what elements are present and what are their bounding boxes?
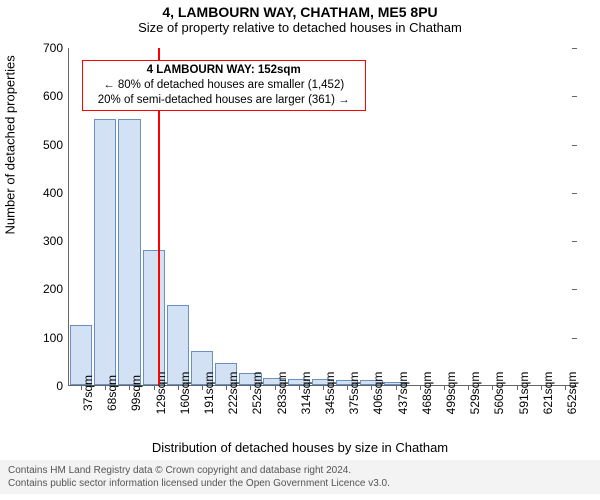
- x-tick-label: 129sqm: [154, 368, 168, 415]
- footer-attribution: Contains HM Land Registry data © Crown c…: [0, 460, 600, 494]
- annotation-line-2: ← 80% of detached houses are smaller (1,…: [87, 78, 361, 93]
- x-tick-label: 345sqm: [323, 368, 337, 415]
- x-tick-label: 160sqm: [178, 368, 192, 415]
- y-tick-label: 300: [43, 234, 69, 248]
- annotation-line-3: 20% of semi-detached houses are larger (…: [87, 93, 361, 108]
- x-tick-label: 621sqm: [541, 368, 555, 415]
- annotation-line-1: 4 LAMBOURN WAY: 152sqm: [87, 63, 361, 78]
- y-tick-label: 600: [43, 89, 69, 103]
- x-tick-label: 37sqm: [81, 371, 95, 411]
- y-axis-label: Number of detached properties: [3, 215, 18, 235]
- x-tick-label: 406sqm: [371, 368, 385, 415]
- histogram-bar: [118, 119, 140, 385]
- x-tick-label: 375sqm: [347, 368, 361, 415]
- x-tick-label: 314sqm: [299, 368, 313, 415]
- chart-subtitle: Size of property relative to detached ho…: [0, 20, 600, 35]
- y-tick-label: 500: [43, 138, 69, 152]
- x-tick-label: 560sqm: [492, 368, 506, 415]
- x-tick-label: 529sqm: [468, 368, 482, 415]
- x-tick-label: 499sqm: [444, 368, 458, 415]
- chart-container: 4, LAMBOURN WAY, CHATHAM, ME5 8PU Size o…: [0, 0, 600, 500]
- x-axis-label: Distribution of detached houses by size …: [0, 440, 600, 455]
- chart-title: 4, LAMBOURN WAY, CHATHAM, ME5 8PU: [0, 0, 600, 20]
- annotation-box: 4 LAMBOURN WAY: 152sqm← 80% of detached …: [82, 60, 366, 111]
- x-tick-label: 68sqm: [105, 371, 119, 411]
- footer-line-2: Contains public sector information licen…: [8, 477, 592, 490]
- x-tick-label: 591sqm: [517, 368, 531, 415]
- x-tick-label: 252sqm: [250, 368, 264, 415]
- y-tick-label: 400: [43, 186, 69, 200]
- histogram-bar: [143, 250, 165, 385]
- x-tick-label: 99sqm: [129, 371, 143, 411]
- plot-area: 010020030040050060070037sqm68sqm99sqm129…: [68, 48, 576, 386]
- x-tick-label: 191sqm: [202, 368, 216, 415]
- footer-line-1: Contains HM Land Registry data © Crown c…: [8, 464, 592, 477]
- y-tick-label: 100: [43, 331, 69, 345]
- x-tick-label: 283sqm: [275, 368, 289, 415]
- x-tick-label: 652sqm: [565, 368, 579, 415]
- histogram-bar: [94, 119, 116, 385]
- x-tick-label: 222sqm: [226, 368, 240, 415]
- y-tick-label: 0: [56, 379, 69, 393]
- y-tick-label: 700: [43, 41, 69, 55]
- x-tick-label: 437sqm: [396, 368, 410, 415]
- x-tick-label: 468sqm: [420, 368, 434, 415]
- y-tick-label: 200: [43, 282, 69, 296]
